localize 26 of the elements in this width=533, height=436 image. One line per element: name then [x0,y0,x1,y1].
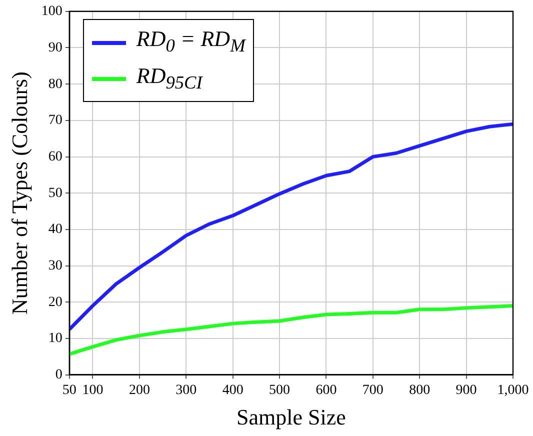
x-tick-label: 50 [62,382,76,398]
legend-label: RD$_{0}$ = RD$_{M}$ [136,25,246,58]
y-tick-label: 0 [55,367,62,382]
legend-label: RD$_{95CI}$ [136,62,202,94]
y-tick-label: 80 [48,76,62,92]
y-tick-label: 40 [48,222,62,238]
x-axis-title: Sample Size [236,404,346,430]
y-tick-label: 100 [41,4,62,20]
y-tick-label: 90 [48,40,62,56]
y-tick-label: 30 [48,258,62,274]
x-tick-label: 700 [362,382,384,398]
x-tick-label: 100 [82,382,104,398]
x-tick-label: 800 [409,382,430,398]
x-tick-label: 900 [456,382,477,398]
y-tick-label: 20 [48,294,62,310]
x-tick-label: 1,000 [497,382,529,398]
x-tick-label: 600 [316,382,337,398]
y-tick-label: 70 [48,113,62,128]
x-tick-label: 300 [176,382,197,398]
y-axis-title: Number of Types (Colours) [6,72,32,315]
x-tick-label: 500 [269,382,290,398]
y-tick-label: 60 [48,149,62,164]
y-tick-label: 10 [48,331,62,346]
y-tick-label: 50 [48,186,62,201]
x-tick-label: 200 [128,382,150,398]
x-tick-label: 400 [222,382,244,398]
